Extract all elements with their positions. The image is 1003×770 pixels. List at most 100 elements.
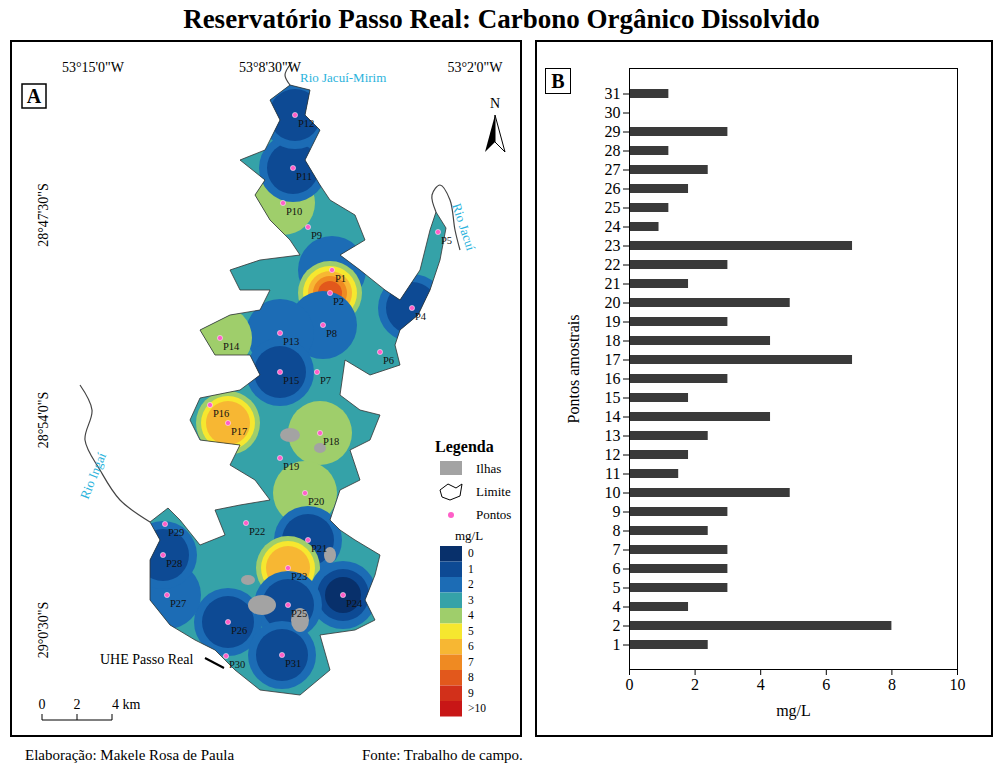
svg-text:12: 12 [605, 446, 621, 463]
svg-text:23: 23 [605, 237, 621, 254]
svg-text:Pontos amostrais: Pontos amostrais [565, 315, 582, 424]
svg-text:1: 1 [613, 636, 621, 653]
svg-text:P13: P13 [283, 336, 299, 347]
svg-text:P26: P26 [231, 625, 247, 636]
svg-text:8: 8 [613, 522, 621, 539]
svg-text:P28: P28 [166, 558, 182, 569]
svg-text:P7: P7 [320, 375, 331, 386]
svg-text:53°15'0"W: 53°15'0"W [62, 60, 125, 75]
svg-text:P25: P25 [291, 608, 307, 619]
svg-text:25: 25 [605, 199, 621, 216]
svg-text:P31: P31 [285, 658, 301, 669]
svg-text:P5: P5 [441, 235, 452, 246]
svg-text:P10: P10 [286, 206, 302, 217]
svg-text:Rio Jacuí: Rio Jacuí [449, 201, 478, 252]
svg-text:A: A [27, 85, 42, 107]
svg-text:15: 15 [605, 389, 621, 406]
svg-text:13: 13 [605, 427, 621, 444]
svg-text:14: 14 [605, 408, 621, 425]
svg-text:P16: P16 [213, 408, 229, 419]
svg-text:P12: P12 [298, 118, 314, 129]
svg-text:4: 4 [468, 609, 474, 621]
svg-text:P18: P18 [323, 436, 339, 447]
svg-text:8: 8 [468, 671, 474, 683]
svg-text:5: 5 [613, 579, 621, 596]
svg-text:P27: P27 [170, 598, 186, 609]
svg-text:0: 0 [39, 697, 46, 712]
svg-text:P29: P29 [168, 527, 184, 538]
svg-text:Ilhas: Ilhas [476, 461, 501, 476]
svg-text:22: 22 [605, 256, 621, 273]
svg-text:P11: P11 [296, 171, 312, 182]
svg-text:8: 8 [888, 676, 896, 693]
svg-text:P24: P24 [346, 598, 363, 609]
svg-text:Rio Jacuí-Mirim: Rio Jacuí-Mirim [300, 70, 386, 85]
svg-text:53°2'0"W: 53°2'0"W [447, 60, 503, 75]
svg-text:28: 28 [605, 142, 621, 159]
svg-text:30: 30 [605, 104, 621, 121]
svg-text:0: 0 [626, 676, 634, 693]
svg-text:0: 0 [468, 547, 474, 559]
svg-text:24: 24 [605, 218, 621, 235]
svg-text:6: 6 [613, 560, 621, 577]
svg-text:29°0'30"S: 29°0'30"S [36, 602, 51, 659]
svg-text:P14: P14 [223, 341, 240, 352]
svg-text:mg/L: mg/L [455, 528, 483, 543]
svg-text:31: 31 [605, 85, 621, 102]
svg-text:6: 6 [822, 676, 830, 693]
svg-text:P23: P23 [291, 571, 307, 582]
svg-text:P2: P2 [333, 296, 344, 307]
svg-text:4 km: 4 km [112, 697, 141, 712]
svg-text:10: 10 [605, 484, 621, 501]
svg-text:P1: P1 [335, 273, 346, 284]
svg-text:11: 11 [605, 465, 620, 482]
svg-text:10: 10 [950, 676, 966, 693]
svg-text:9: 9 [613, 503, 621, 520]
svg-text:Rio Ingaí: Rio Ingaí [77, 450, 109, 501]
svg-text:27: 27 [605, 161, 621, 178]
svg-text:P19: P19 [283, 461, 299, 472]
svg-text:2: 2 [691, 676, 699, 693]
svg-text:7: 7 [613, 541, 621, 558]
svg-text:P9: P9 [311, 230, 322, 241]
svg-text:6: 6 [468, 640, 474, 652]
svg-text:P21: P21 [311, 543, 327, 554]
svg-text:5: 5 [468, 625, 474, 637]
svg-text:P6: P6 [383, 355, 394, 366]
svg-text:20: 20 [605, 294, 621, 311]
svg-text:P30: P30 [229, 659, 245, 670]
svg-text:21: 21 [605, 275, 621, 292]
svg-text:UHE Passo Real: UHE Passo Real [100, 652, 193, 667]
svg-text:26: 26 [605, 180, 621, 197]
svg-text:N: N [490, 96, 500, 111]
svg-text:2: 2 [74, 697, 81, 712]
svg-text:P15: P15 [283, 375, 299, 386]
svg-text:Legenda: Legenda [435, 438, 494, 456]
svg-text:2: 2 [613, 617, 621, 634]
svg-text:P8: P8 [326, 328, 337, 339]
svg-text:7: 7 [468, 656, 474, 668]
svg-text:18: 18 [605, 332, 621, 349]
svg-text:2: 2 [468, 578, 474, 590]
svg-text:16: 16 [605, 370, 621, 387]
svg-text:29: 29 [605, 123, 621, 140]
svg-text:P20: P20 [308, 496, 324, 507]
svg-text:28°47'30"S: 28°47'30"S [36, 183, 51, 247]
svg-text:53°8'30"W: 53°8'30"W [239, 60, 302, 75]
svg-text:9: 9 [468, 687, 474, 699]
svg-text:4: 4 [757, 676, 765, 693]
svg-text:19: 19 [605, 313, 621, 330]
svg-text:3: 3 [468, 594, 474, 606]
svg-text:Pontos: Pontos [476, 507, 511, 522]
html-text:Reservatório Passo Real: Carbo: Reservatório Passo Real: Carbono Orgânic… [183, 4, 820, 34]
svg-text:Limite: Limite [476, 484, 511, 499]
svg-text:1: 1 [468, 563, 474, 575]
svg-text:P4: P4 [415, 311, 427, 322]
svg-text:28°54'0"S: 28°54'0"S [36, 392, 51, 449]
svg-text:P22: P22 [249, 526, 265, 537]
svg-text:4: 4 [613, 598, 621, 615]
svg-text:17: 17 [605, 351, 621, 368]
svg-text:>10: >10 [468, 702, 486, 714]
svg-text:mg/L: mg/L [776, 702, 811, 720]
svg-text:P17: P17 [231, 426, 247, 437]
